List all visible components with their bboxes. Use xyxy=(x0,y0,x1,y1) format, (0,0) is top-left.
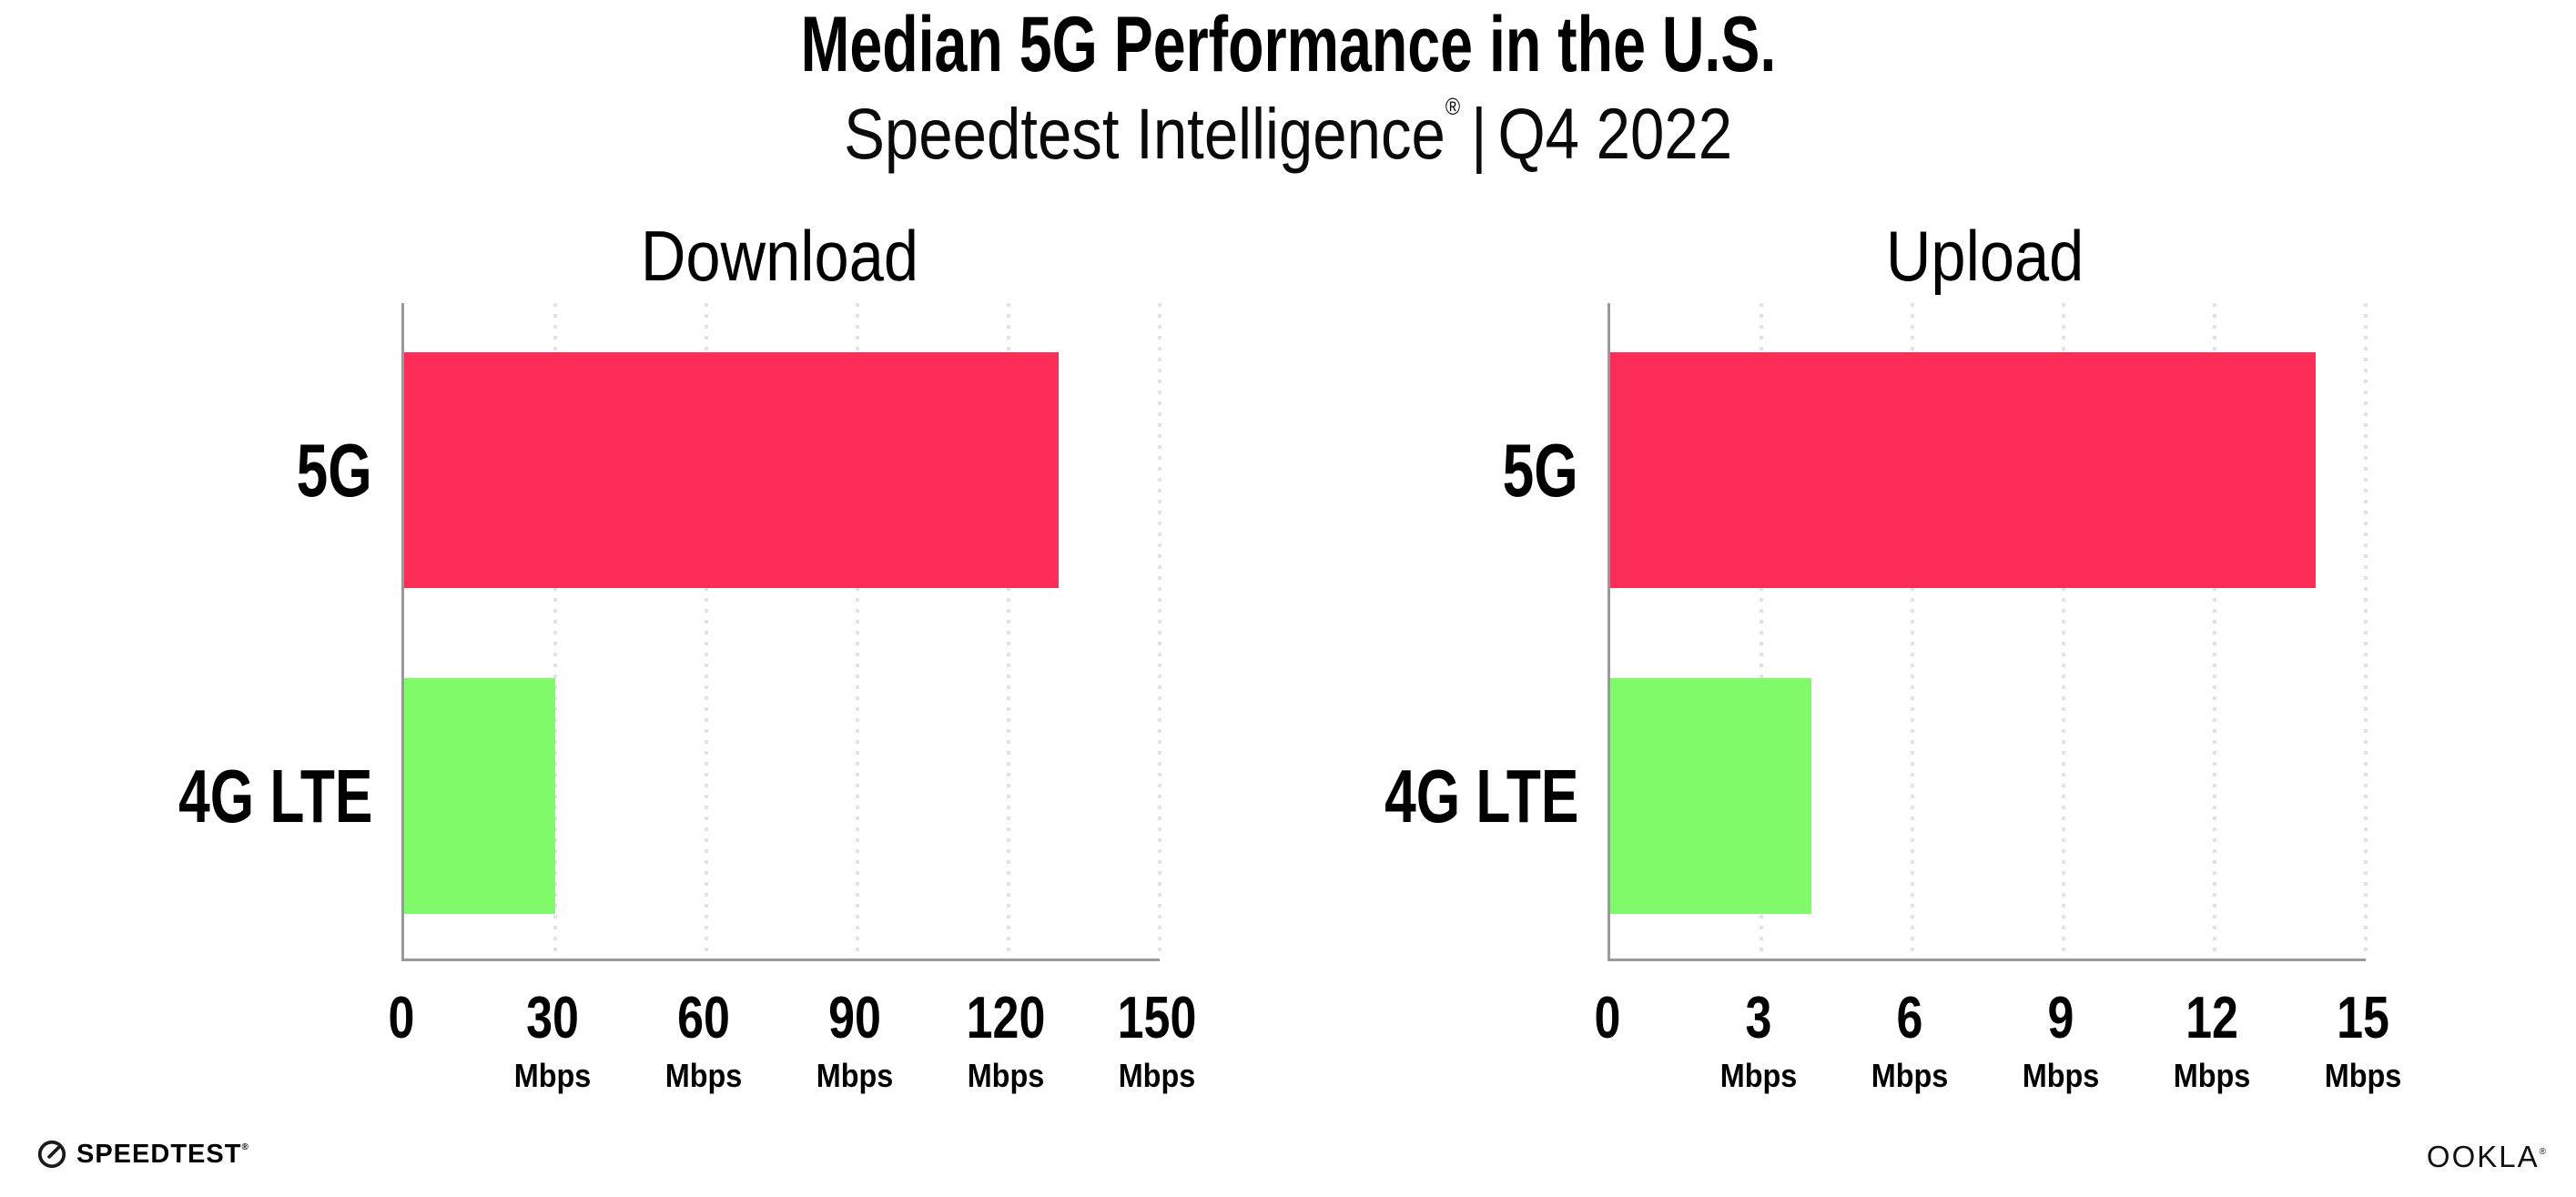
x-axis-tick: 6 Mbps xyxy=(1867,984,1952,1095)
upload-plot-area xyxy=(1607,303,2368,961)
x-axis-tick-unit: Mbps xyxy=(513,1057,592,1094)
x-axis-tick: 3 Mbps xyxy=(1716,984,1801,1095)
page-title: Median 5G Performance in the U.S. xyxy=(0,5,2576,84)
gridline xyxy=(2062,303,2065,959)
speedtest-gauge-icon xyxy=(37,1140,66,1169)
upload-chart: Upload 5G 4G LTE 0 3 Mbps 6 Mbps 9 Mbps 12 Mbps 1… xyxy=(1316,214,2418,1106)
bar-5g xyxy=(1610,352,2316,588)
x-axis-tick-unit: Mbps xyxy=(816,1057,894,1094)
x-axis-tick: 60 Mbps xyxy=(661,984,746,1095)
x-axis-tick-unit: Mbps xyxy=(1719,1057,1798,1094)
download-plot-area xyxy=(401,303,1161,961)
x-axis-tick-value: 6 xyxy=(1896,984,1923,1050)
gridline xyxy=(2213,303,2216,959)
ookla-wordmark: OOKLA® xyxy=(2426,1140,2546,1173)
x-axis-tick-unit: Mbps xyxy=(2022,1057,2100,1094)
x-axis-tick-value: 0 xyxy=(388,984,415,1050)
gridline xyxy=(856,303,859,959)
x-axis-tick: 0 xyxy=(1591,984,1624,1051)
category-label-5g: 5G xyxy=(296,428,372,512)
x-axis-tick-value: 60 xyxy=(677,984,730,1050)
x-axis-tick-unit: Mbps xyxy=(1118,1057,1196,1094)
gridline xyxy=(553,303,557,959)
download-chart: Download 5G 4G LTE 0 30 Mbps 60 Mbps 90 Mbps 12… xyxy=(110,214,1212,1106)
x-axis-tick-value: 90 xyxy=(828,984,881,1050)
x-axis-tick-unit: Mbps xyxy=(967,1057,1045,1094)
x-axis-tick-unit: Mbps xyxy=(664,1057,743,1094)
speedtest-logo: SPEEDTEST® xyxy=(36,1136,248,1172)
x-axis-tick: 12 Mbps xyxy=(2169,984,2255,1095)
gridline xyxy=(1760,303,1763,959)
x-axis-tick-unit: Mbps xyxy=(1871,1057,1949,1094)
gridline xyxy=(705,303,708,959)
subtitle-brand: Speedtest Intelligence xyxy=(844,93,1445,174)
ookla-registered-mark: ® xyxy=(2539,1147,2546,1157)
gridline xyxy=(1158,303,1161,959)
x-axis-tick: 30 Mbps xyxy=(510,984,595,1095)
page-subtitle-text: Speedtest Intelligence® | Q4 2022 xyxy=(844,93,1732,174)
x-axis-tick: 120 Mbps xyxy=(957,984,1055,1095)
page-title-text: Median 5G Performance in the U.S. xyxy=(800,1,1776,88)
speedtest-registered-mark: ® xyxy=(241,1141,248,1152)
ookla-logo: OOKLA® xyxy=(2427,1140,2546,1174)
upload-chart-title: Upload xyxy=(1886,216,2084,296)
category-label-4g-lte: 4G LTE xyxy=(177,754,372,838)
x-axis-tick: 15 Mbps xyxy=(2320,984,2406,1095)
page-subtitle: Speedtest Intelligence® | Q4 2022 xyxy=(0,93,2576,174)
subtitle-separator: | xyxy=(1470,93,1487,174)
download-chart-title: Download xyxy=(640,216,918,296)
category-label-5g: 5G xyxy=(1502,428,1578,512)
x-axis-tick: 0 xyxy=(385,984,418,1051)
category-label-4g-lte: 4G LTE xyxy=(1384,754,1578,838)
gridline xyxy=(2364,303,2368,959)
speedtest-wordmark: SPEEDTEST® xyxy=(76,1139,248,1169)
x-axis-tick-value: 15 xyxy=(2337,984,2389,1050)
bar-4g-lte xyxy=(1610,678,1812,914)
registered-trademark-symbol: ® xyxy=(1445,93,1461,120)
x-axis-tick-value: 3 xyxy=(1745,984,1772,1050)
x-axis-tick-value: 150 xyxy=(1117,984,1197,1050)
x-axis-tick-value: 30 xyxy=(526,984,579,1050)
x-axis-tick-value: 120 xyxy=(966,984,1046,1050)
x-axis-tick-value: 9 xyxy=(2047,984,2074,1050)
gridline xyxy=(1007,303,1010,959)
x-axis-tick-unit: Mbps xyxy=(2173,1057,2251,1094)
x-axis-tick: 90 Mbps xyxy=(812,984,898,1095)
x-axis-tick-value: 12 xyxy=(2186,984,2238,1050)
x-axis-tick-value: 0 xyxy=(1594,984,1621,1050)
x-axis-tick-unit: Mbps xyxy=(2324,1057,2402,1094)
gridline xyxy=(1911,303,1914,959)
bar-5g xyxy=(404,352,1060,588)
bar-4g-lte xyxy=(404,678,555,914)
x-axis-tick: 150 Mbps xyxy=(1108,984,1206,1095)
subtitle-period: Q4 2022 xyxy=(1497,93,1732,174)
x-axis-tick: 9 Mbps xyxy=(2018,984,2104,1095)
